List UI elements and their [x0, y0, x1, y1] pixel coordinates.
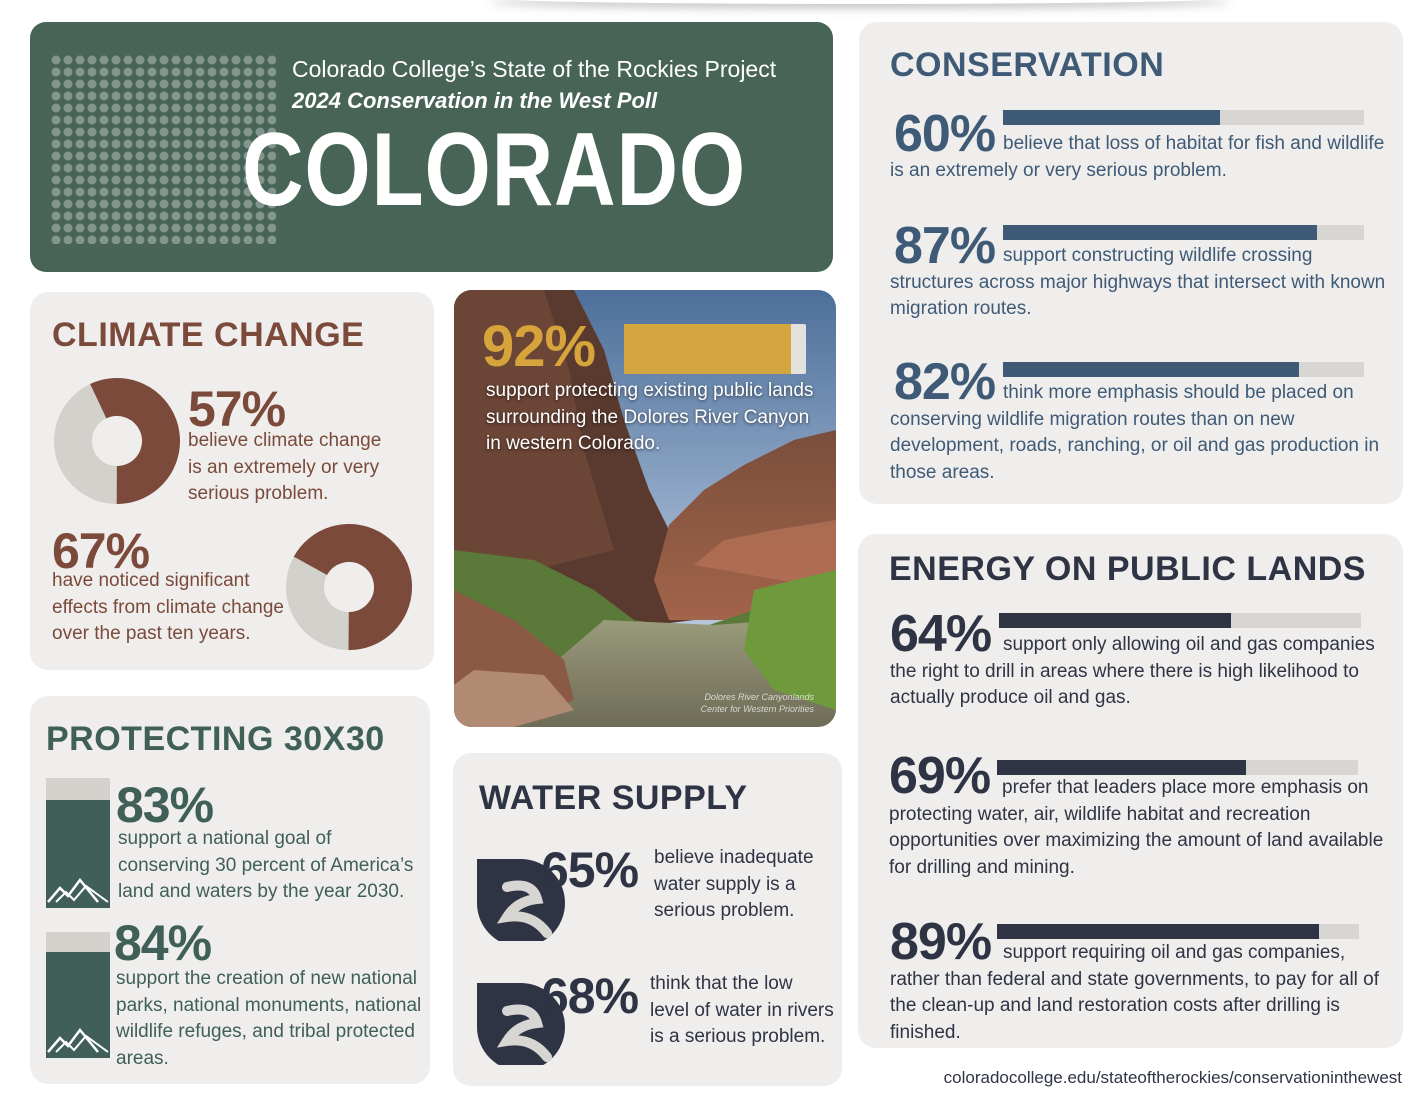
energy-bar-1 [999, 613, 1361, 628]
protect-bar-2 [46, 932, 110, 1058]
poll-name: 2024 Conservation in the West Poll [292, 88, 658, 113]
conservation-bar-fill-2 [1003, 225, 1318, 240]
energy-bar-fill-3 [997, 924, 1320, 939]
conservation-percent-2: 87% [894, 217, 996, 275]
photo-progress-fill [624, 324, 792, 374]
protect-percent-1: 83% [116, 777, 214, 833]
conservation-bar-3 [1003, 362, 1364, 377]
water-percent-2: 68% [541, 968, 639, 1024]
climate-change-card: CLIMATE CHANGE 57% believe climate chang… [30, 292, 434, 670]
conservation-bar-fill-3 [1003, 362, 1300, 377]
energy-text-2: prefer that leaders place more emphasis … [889, 777, 1384, 878]
photo-progress-bar [624, 324, 806, 374]
climate-text-1: believe climate change is an extremely o… [188, 430, 382, 504]
energy-text-1: support only allowing oil and gas compan… [890, 634, 1375, 708]
conservation-percent-3: 82% [894, 353, 996, 411]
conservation-text-2: support constructing wildlife crossing s… [890, 245, 1386, 319]
project-subtitle: Colorado College’s State of the Rockies … [292, 56, 777, 82]
water-drop-icon [477, 859, 565, 941]
energy-public-lands-card: ENERGY ON PUBLIC LANDS 64% support only … [858, 534, 1403, 1048]
conservation-card: CONSERVATION 60% believe that loss of ha… [859, 22, 1403, 504]
photo-percent: 92% [482, 314, 596, 379]
water-text-1: believe inadequate water supply is a ser… [654, 847, 814, 921]
protect-text-2: support the creation of new national par… [116, 968, 422, 1069]
climate-percent-2: 67% [52, 523, 150, 579]
header-banner: Colorado College’s State of the Rockies … [30, 22, 833, 272]
energy-bar-2 [997, 760, 1358, 775]
protecting-heading: PROTECTING 30X30 [46, 720, 385, 758]
state-title: COLORADO [242, 112, 747, 228]
conservation-text-1: believe that loss of habitat for fish an… [890, 133, 1385, 181]
energy-bar-3 [997, 924, 1359, 939]
protect-text-1: support a national goal of conserving 30… [118, 828, 414, 902]
climate-text-2: have noticed significant effects from cl… [52, 570, 284, 644]
energy-bar-fill-1 [999, 613, 1231, 628]
protect-percent-2: 84% [114, 915, 212, 971]
energy-percent-1: 64% [890, 605, 992, 663]
conservation-percent-1: 60% [894, 105, 996, 163]
conservation-heading: CONSERVATION [890, 46, 1165, 84]
water-percent-1: 65% [541, 842, 639, 898]
photo-credit-line-1: Dolores River Canyonlands [704, 692, 814, 702]
climate-donut-2 [286, 524, 412, 650]
water-supply-card: WATER SUPPLY 65% believe inadequate wate… [453, 753, 842, 1086]
water-text-2: think that the low level of water in riv… [650, 973, 834, 1047]
energy-bar-fill-2 [997, 760, 1247, 775]
energy-percent-2: 69% [889, 747, 991, 805]
energy-heading: ENERGY ON PUBLIC LANDS [889, 550, 1366, 588]
conservation-bar-fill-1 [1003, 110, 1220, 125]
climate-donut-1 [54, 378, 180, 504]
photo-credit-line-2: Center for Western Priorities [700, 704, 814, 714]
protecting-30x30-card: PROTECTING 30X30 83% support a national … [30, 696, 430, 1084]
climate-percent-1: 57% [188, 381, 286, 437]
dolores-river-photo-card: 92% support protecting existing public l… [454, 290, 836, 727]
dot-pattern [50, 54, 276, 244]
footer-url[interactable]: coloradocollege.edu/stateoftherockies/co… [943, 1068, 1402, 1087]
climate-change-heading: CLIMATE CHANGE [52, 316, 365, 354]
water-drop-icon [477, 983, 565, 1065]
photo-credit: Dolores River Canyonlands Center for Wes… [701, 691, 814, 715]
conservation-bar-1 [1003, 110, 1364, 125]
energy-text-3: support requiring oil and gas companies,… [890, 942, 1380, 1043]
conservation-bar-2 [1003, 225, 1364, 240]
photo-text: support protecting existing public lands… [486, 380, 814, 454]
water-supply-heading: WATER SUPPLY [479, 779, 748, 817]
mountain-icon [47, 1027, 109, 1053]
protect-bar-1 [46, 778, 110, 908]
energy-percent-3: 89% [890, 913, 992, 971]
mountain-icon [47, 877, 109, 903]
top-shadow [490, 0, 1230, 4]
conservation-text-3: think more emphasis should be placed on … [890, 382, 1380, 483]
